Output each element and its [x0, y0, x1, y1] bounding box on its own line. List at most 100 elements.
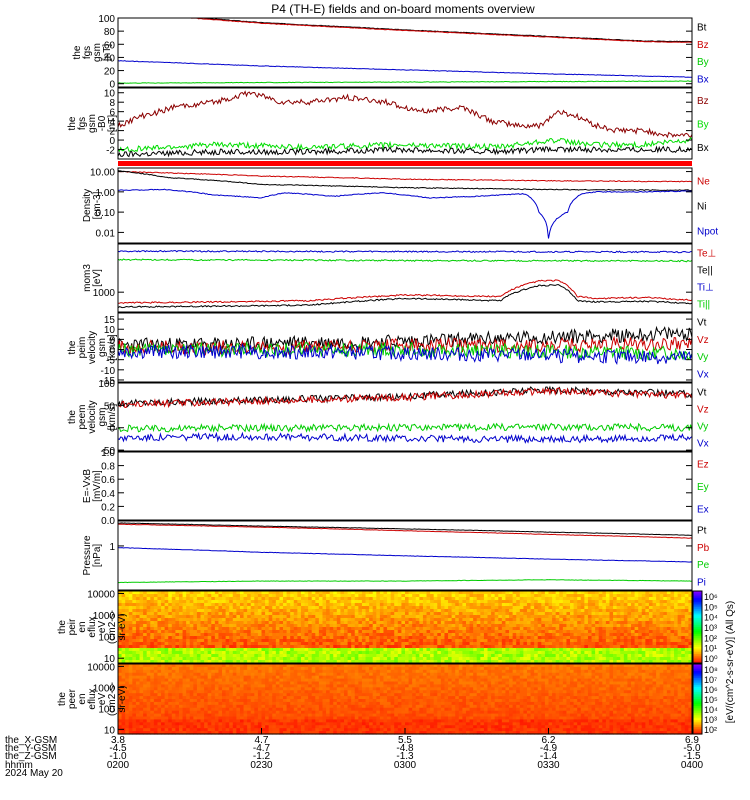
xtick-x-gsm: 5.5	[398, 735, 412, 746]
series-line-Te||	[118, 283, 692, 309]
ytick-label: 15	[104, 315, 116, 326]
xaxis-row-label: the_Z-GSM	[5, 751, 57, 762]
ytick-label: -50	[101, 446, 116, 457]
panel-ylabel: E=-VxB[mV/m]	[82, 469, 103, 504]
panel-moms-temperature: 1000 Te⊥ Te|| Ti⊥ Ti|| mom3[eV]	[82, 243, 716, 313]
xtick-z-gsm: -1.2	[253, 751, 271, 762]
panel-ylabel: thepeimvelocitygsm[km/s]	[67, 331, 118, 364]
series-line-Vz	[118, 387, 692, 409]
ytick-label: -2	[106, 146, 115, 157]
legend-Ex: Ex	[697, 505, 709, 516]
legend-Vy: Vy	[697, 422, 708, 433]
legend-Ey: Ey	[697, 482, 709, 493]
series-line-Vx	[118, 342, 692, 366]
series-line-Ni	[118, 170, 692, 192]
ytick-label: 100	[98, 704, 115, 715]
ytick-label: 10	[104, 89, 116, 100]
colorbar-tick: 10⁴	[704, 613, 718, 623]
series-line-By	[118, 80, 692, 84]
ytick-label: 0.01	[96, 228, 116, 239]
ytick-label: 4	[109, 117, 115, 128]
xtick-x-gsm: 6.2	[542, 735, 556, 746]
ytick-label: 2	[109, 127, 115, 138]
ytick-label: 0	[109, 136, 115, 147]
legend-Ti||: Ti||	[697, 300, 710, 311]
ytick-label: 0	[109, 424, 115, 435]
series-line-Pi	[118, 547, 692, 563]
colorbar-frame	[692, 590, 703, 664]
panel-ylabel: thepeerenefluxeV(cm2-s-sr-eV)	[57, 682, 128, 716]
ytick-label: 1.00	[96, 188, 116, 199]
colorbar-tick: 10³	[704, 715, 717, 725]
colorbar-tick: 10⁵	[704, 602, 718, 612]
ytick-label: 100	[98, 633, 115, 644]
colorbar-tick: 10⁷	[704, 675, 717, 685]
ytick-label: -10	[101, 366, 116, 377]
panel-ylabel: mom3[eV]	[82, 264, 103, 292]
ytick-label: 6	[109, 108, 115, 119]
legend-Vt: Vt	[697, 388, 707, 399]
date-label: 2024 May 20	[5, 768, 63, 779]
ytick-label: 10	[104, 725, 116, 736]
legend-Bt: Bt	[697, 23, 707, 34]
panel-ylabel: thefgsgsm-B0[nT]	[67, 114, 118, 133]
colorbar-tick: 10⁴	[704, 705, 718, 715]
legend-Te||: Te||	[697, 266, 713, 277]
legend-Ni: Ni	[697, 202, 706, 213]
ytick-label: 0.10	[96, 208, 116, 219]
panel-peem-velocity: 100 50 0 -50 Vt Vz Vy Vx thepeemvelocitygsm[km/s…	[67, 379, 709, 457]
ytick-label: 40	[104, 53, 116, 64]
ytick-label: 0	[109, 80, 115, 91]
colorbar-label: [eV/(cm^2-s-sr-eV)] (All Qs)	[725, 601, 736, 723]
xtick-y-gsm: -4.9	[540, 743, 558, 754]
legend-Pi: Pi	[697, 577, 706, 588]
legend-By: By	[697, 57, 709, 68]
xtick-hhmm: 0300	[394, 760, 417, 771]
series-line-Bz	[118, 90, 692, 139]
ytick-label: 1000	[93, 611, 116, 622]
ytick-label: 100	[98, 14, 115, 25]
ytick-label: 20	[104, 67, 116, 78]
panel-fgs-gsm: 100 80 60 40 20 0 Bt Bz By Bx thefgsgsm[nT]	[72, 14, 709, 91]
xtick-z-gsm: -1.0	[109, 751, 127, 762]
xtick-y-gsm: -4.7	[253, 743, 271, 754]
ytick-label: 10	[104, 325, 116, 336]
colorbar-tick: 10²	[704, 725, 717, 735]
panel-frame	[117, 312, 693, 383]
ytick-label: 1000	[93, 683, 116, 694]
xtick-hhmm: 0330	[537, 760, 560, 771]
legend-Bx: Bx	[697, 143, 709, 154]
ytick-label: 0.4	[101, 489, 115, 500]
xaxis-row-label: hhmm	[5, 760, 33, 771]
ytick-label: 100	[98, 379, 115, 390]
legend-Bz: Bz	[697, 96, 709, 107]
series-line-Ne	[118, 170, 692, 183]
xtick-y-gsm: -5.0	[683, 743, 701, 754]
series-line-Ti||	[118, 258, 692, 263]
colorbar-tick: 10²	[704, 633, 717, 643]
ytick-label: 5	[109, 335, 115, 346]
ytick-label: 0	[109, 346, 115, 357]
ytick-label: 1	[109, 542, 115, 553]
colorbar-frame	[692, 663, 703, 735]
series-line-Pt	[118, 522, 692, 536]
ytick-label: 10	[104, 654, 116, 665]
legend-Vz: Vz	[697, 335, 709, 346]
legend-Pt: Pt	[697, 526, 707, 537]
xtick-y-gsm: -4.8	[396, 743, 414, 754]
series-line-Ti⊥	[118, 249, 692, 254]
panel-ylabel: thepeemvelocitygsm[km/s]	[67, 400, 118, 433]
xtick-z-gsm: -1.4	[540, 751, 558, 762]
panel-ylabel: thefgsgsm[nT]	[72, 43, 113, 62]
legend-Vx: Vx	[697, 369, 709, 380]
ytick-label: 8	[109, 98, 115, 109]
legend-Pe: Pe	[697, 560, 710, 571]
legend-Vx: Vx	[697, 439, 709, 450]
series-line-Vt	[118, 325, 692, 353]
panel-efield: 1.0 0.8 0.6 0.4 0.2 0.0 Ez Ey Ex E=-VxB[mV/m]	[82, 448, 709, 527]
colorbar-tick: 10¹	[704, 644, 717, 654]
panel-frame	[117, 243, 693, 313]
legend-Pb: Pb	[697, 543, 710, 554]
xtick-hhmm: 0400	[681, 760, 704, 771]
